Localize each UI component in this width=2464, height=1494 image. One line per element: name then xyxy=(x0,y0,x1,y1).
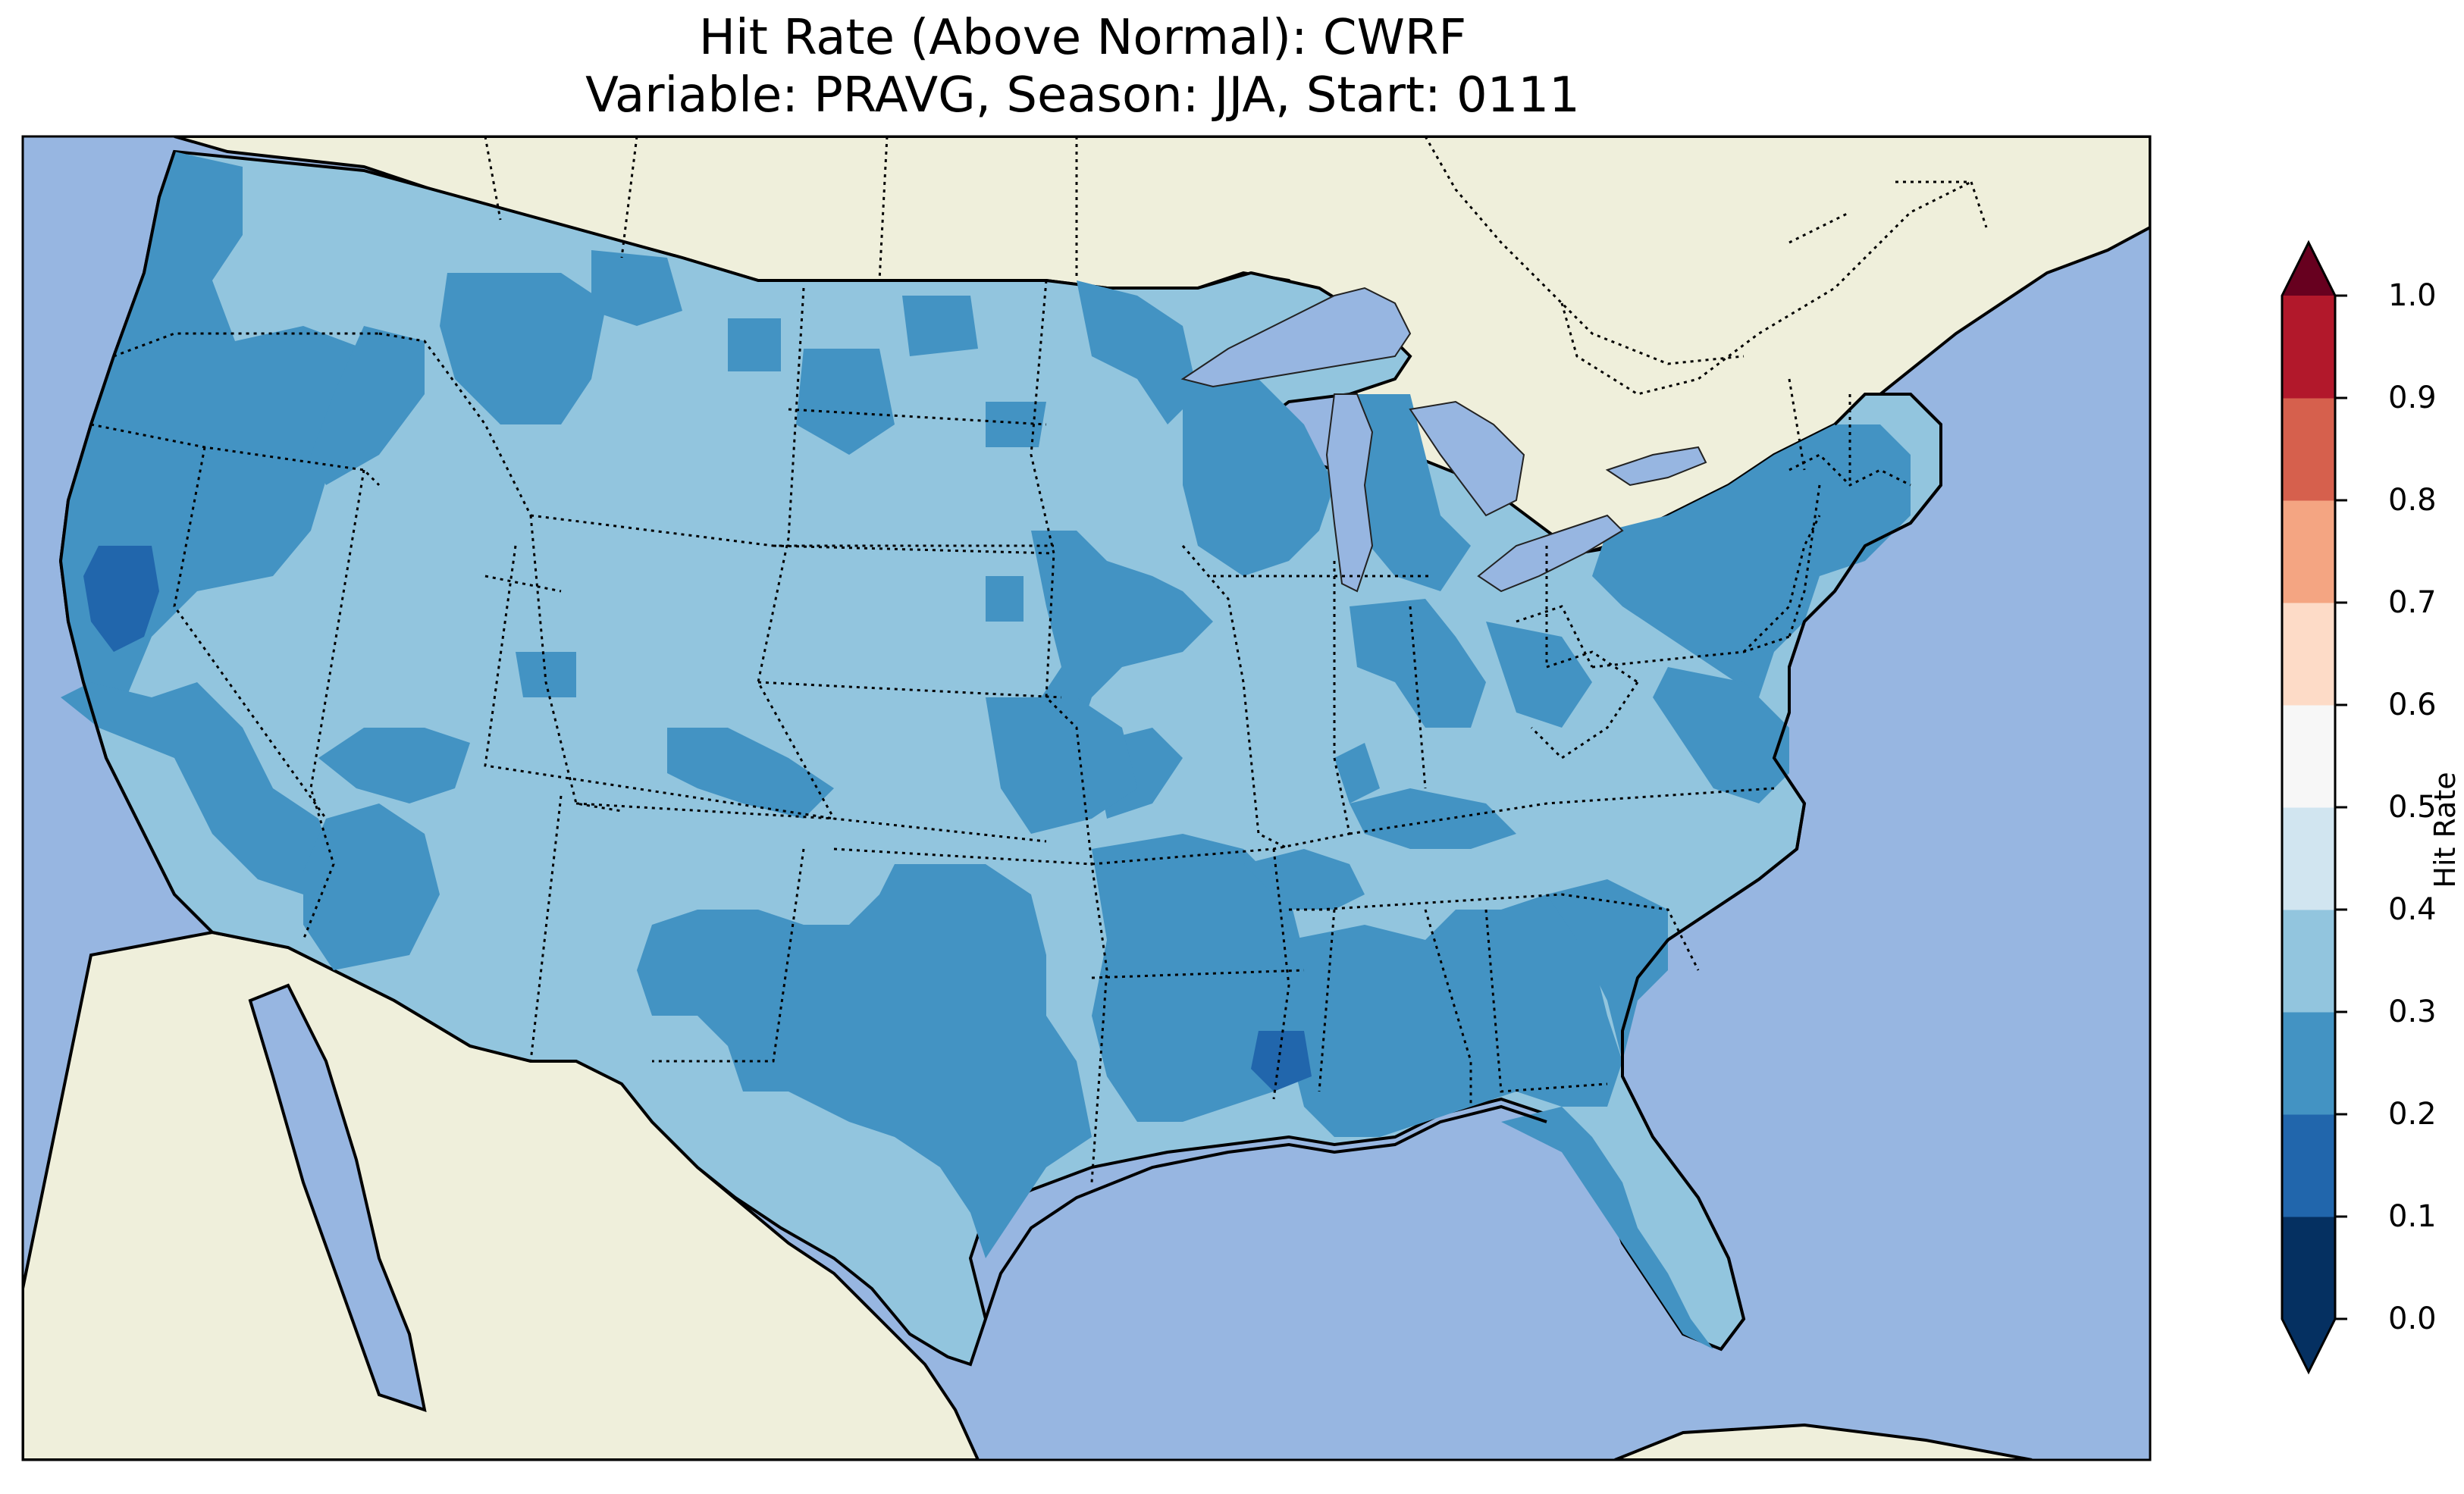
great-lakes xyxy=(1180,287,1707,593)
colorbar-tick-label: 0.0 xyxy=(2388,1301,2437,1336)
colorbar-tick-label: 0.9 xyxy=(2388,381,2437,415)
colorbar-tick-label: 0.4 xyxy=(2388,892,2437,927)
colorbar-tick-label: 0.2 xyxy=(2388,1097,2437,1132)
gulf-of-california xyxy=(248,983,427,1412)
colorbar-segment xyxy=(2282,398,2335,501)
colorbar-tick-label: 0.1 xyxy=(2388,1199,2437,1234)
colorbar-tick-label: 0.5 xyxy=(2388,790,2437,825)
colorbar-segment xyxy=(2282,1012,2335,1115)
colorbar-tick-label: 0.6 xyxy=(2388,687,2437,722)
colorbar-segment xyxy=(2282,296,2335,399)
colorbar-segment xyxy=(2282,603,2335,706)
state-borders xyxy=(90,280,1911,1183)
colorbar-tick-label: 0.8 xyxy=(2388,483,2437,518)
map-title-line-1: Hit Rate (Above Normal): CWRF xyxy=(698,10,1467,66)
colorbar-label: Hit Rate xyxy=(2428,772,2462,888)
colorbar-segment xyxy=(2282,910,2335,1013)
colorbar-extend-over xyxy=(2282,243,2335,296)
colorbar-segment xyxy=(2282,807,2335,910)
colorbar xyxy=(2281,240,2337,1375)
colorbar-tick-label: 0.7 xyxy=(2388,585,2437,620)
colorbar-extend-under xyxy=(2282,1319,2335,1372)
country-borders xyxy=(484,136,1988,396)
colorbar-segment xyxy=(2282,1217,2335,1320)
colorbar-tick-label: 0.3 xyxy=(2388,994,2437,1029)
colorbar-segment xyxy=(2282,500,2335,603)
patches-class-0.1-0.2 xyxy=(83,546,1312,1092)
cuba xyxy=(1614,1423,2033,1460)
map-title-line-2: Variable: PRAVG, Season: JJA, Start: 011… xyxy=(585,67,1580,124)
map-frame xyxy=(21,135,2152,1461)
colorbar-tick-label: 1.0 xyxy=(2388,278,2437,313)
colorbar-segment xyxy=(2282,1114,2335,1217)
coastlines xyxy=(58,151,1942,1351)
colorbar-segment xyxy=(2282,705,2335,808)
